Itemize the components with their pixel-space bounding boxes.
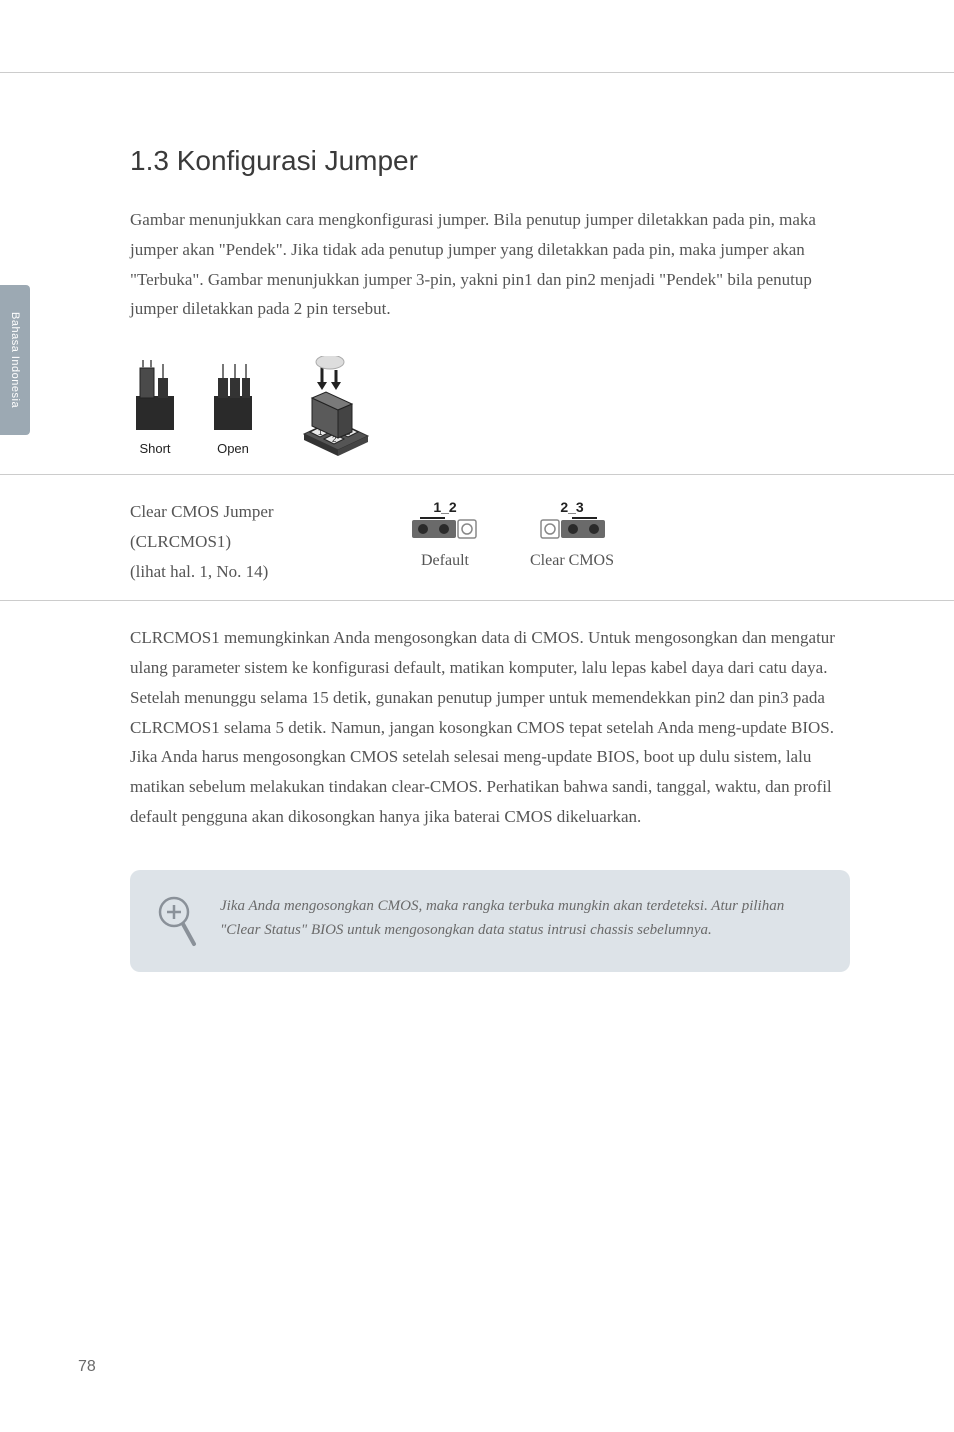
default-bottom-label: Default xyxy=(410,552,480,570)
short-label: Short xyxy=(130,441,180,456)
intro-paragraph: Gambar menunjukkan cara mengkonfigurasi … xyxy=(130,205,850,324)
jumper-title-2: (CLRCMOS1) xyxy=(130,527,410,557)
default-top-label: 1_2 xyxy=(410,499,480,515)
info-text: Jika Anda mengosongkan CMOS, maka rangka… xyxy=(220,894,820,942)
jumper-title-1: Clear CMOS Jumper xyxy=(130,497,410,527)
jumper-short-icon xyxy=(130,360,180,435)
section-heading: 1.3 Konfigurasi Jumper xyxy=(130,145,850,177)
jumper-default-icon xyxy=(410,517,480,541)
body-paragraph: CLRCMOS1 memungkinkan Anda mengosongkan … xyxy=(130,623,850,831)
page-number: 78 xyxy=(78,1358,96,1376)
jumper-clear-group: 2_3 Clear CMOS xyxy=(530,499,614,570)
jumper-short-block: Short xyxy=(130,360,180,456)
side-tab-label: Bahasa Indonesia xyxy=(9,312,21,408)
divider-1 xyxy=(0,474,954,475)
jumper-open-block: Open xyxy=(208,360,258,456)
jumper-default-group: 1_2 Default xyxy=(410,499,480,570)
open-label: Open xyxy=(208,441,258,456)
magnifier-plus-icon xyxy=(156,894,200,950)
jumper-illustration-row: Short Open 1 xyxy=(130,356,850,456)
top-rule xyxy=(0,72,954,73)
jumper-config-diagrams: 1_2 Default 2_3 xyxy=(410,497,614,570)
jumper-3d-block: 1 2 3 xyxy=(296,356,376,456)
clear-bottom-label: Clear CMOS xyxy=(530,552,614,570)
clear-top-label: 2_3 xyxy=(530,499,614,515)
side-language-tab: Bahasa Indonesia xyxy=(0,285,30,435)
jumper-clear-icon xyxy=(537,517,607,541)
divider-2 xyxy=(0,600,954,601)
jumper-config-row: Clear CMOS Jumper (CLRCMOS1) (lihat hal.… xyxy=(130,497,850,586)
page-content: 1.3 Konfigurasi Jumper Gambar menunjukka… xyxy=(130,145,850,972)
jumper-config-labels: Clear CMOS Jumper (CLRCMOS1) (lihat hal.… xyxy=(130,497,410,586)
jumper-title-3: (lihat hal. 1, No. 14) xyxy=(130,557,410,587)
info-callout: Jika Anda mengosongkan CMOS, maka rangka… xyxy=(130,870,850,972)
jumper-open-icon xyxy=(208,360,258,435)
jumper-3d-icon: 1 2 3 xyxy=(296,356,376,456)
